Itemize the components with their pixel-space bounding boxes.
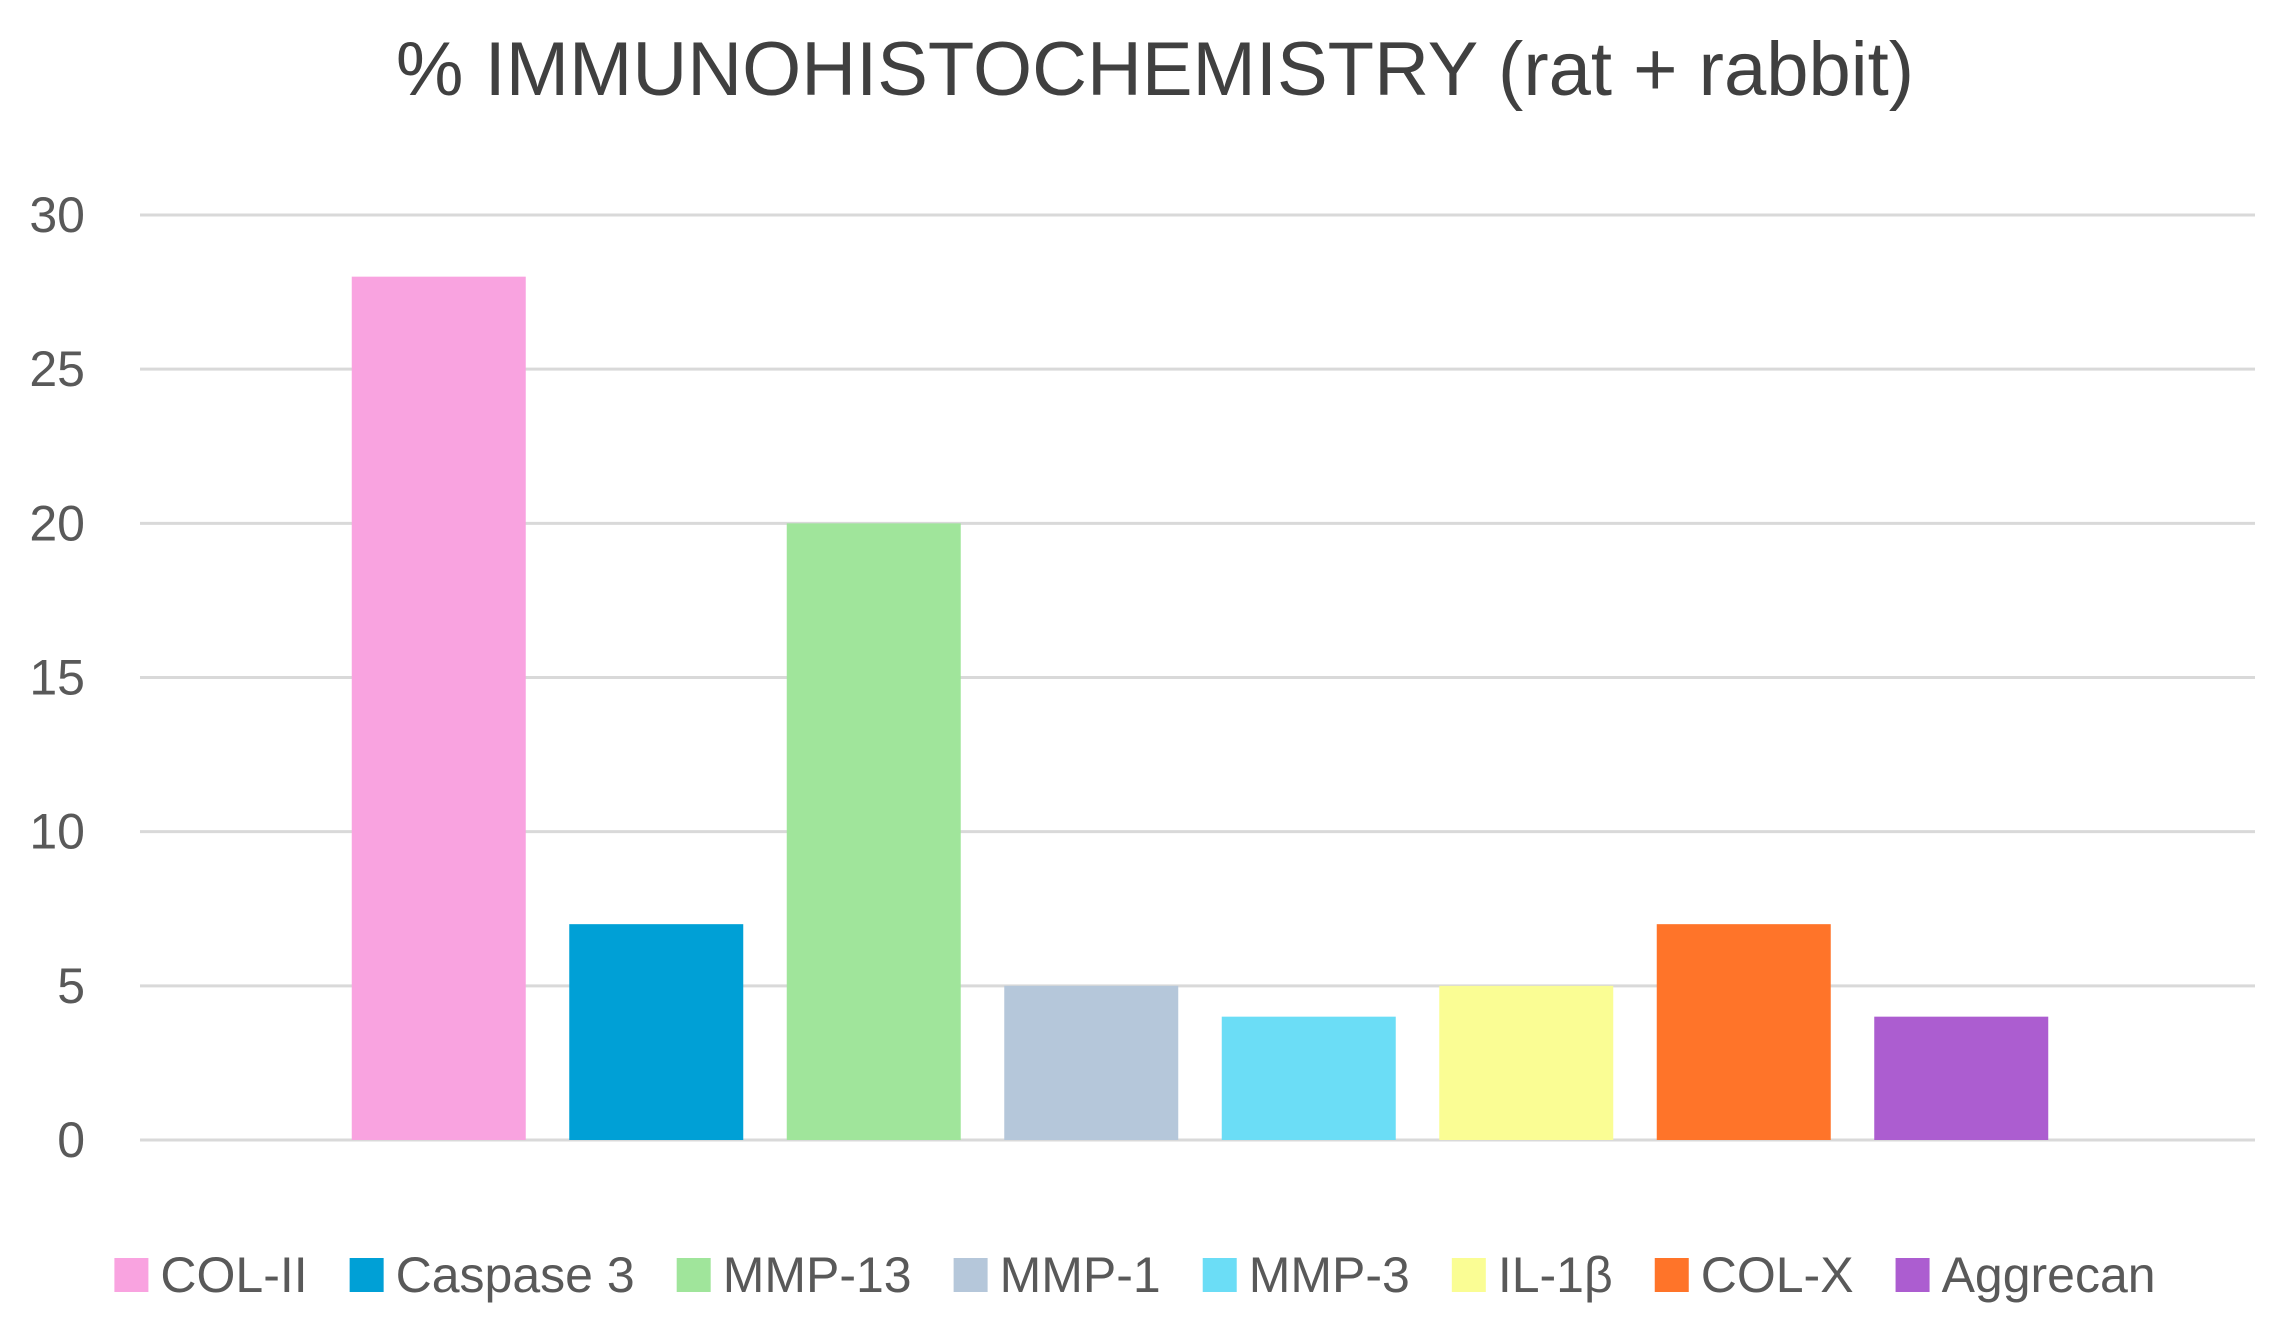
bar-mmp-13 bbox=[786, 523, 961, 1140]
bar-col-ii bbox=[351, 276, 526, 1141]
legend-swatch bbox=[114, 1258, 149, 1292]
y-tick-label: 30 bbox=[29, 187, 85, 243]
y-tick-label: 20 bbox=[29, 495, 85, 551]
legend-label: Aggrecan bbox=[1942, 1247, 2156, 1303]
legend-label: IL-1β bbox=[1498, 1247, 1613, 1303]
bar-aggrecan bbox=[1874, 1016, 2049, 1140]
legend-swatch bbox=[953, 1258, 988, 1292]
bar-il-1- bbox=[1439, 985, 1614, 1140]
chart-title: % IMMUNOHISTOCHEMISTRY (rat + rabbit) bbox=[396, 27, 1914, 112]
y-tick-label: 25 bbox=[29, 341, 85, 397]
legend-swatch bbox=[1202, 1258, 1237, 1292]
legend-label: COL-II bbox=[160, 1247, 307, 1303]
legend-swatch bbox=[1451, 1258, 1486, 1292]
legend-label: Caspase 3 bbox=[396, 1247, 635, 1303]
legend-label: MMP-13 bbox=[723, 1247, 912, 1303]
y-tick-label: 5 bbox=[57, 958, 85, 1014]
bar-col-x bbox=[1656, 924, 1831, 1140]
bars bbox=[351, 276, 2049, 1141]
legend-swatch bbox=[349, 1258, 384, 1292]
legend-label: MMP-1 bbox=[1000, 1247, 1161, 1303]
bar-mmp-1 bbox=[1004, 985, 1179, 1140]
bar-mmp-3 bbox=[1221, 1016, 1396, 1140]
legend-swatch bbox=[676, 1258, 711, 1292]
bar-caspase-3 bbox=[569, 924, 744, 1140]
y-axis-tick-labels: 0 5 10 15 20 25 30 bbox=[29, 187, 85, 1168]
y-tick-label: 0 bbox=[57, 1112, 85, 1168]
legend: COL-II Caspase 3 MMP-13 MMP-1 MMP-3 IL-1β COL-… bbox=[114, 1247, 2156, 1303]
y-tick-label: 15 bbox=[29, 650, 85, 706]
legend-label: COL-X bbox=[1701, 1247, 1854, 1303]
legend-swatch bbox=[1895, 1258, 1930, 1292]
y-tick-label: 10 bbox=[29, 804, 85, 860]
legend-label: MMP-3 bbox=[1249, 1247, 1410, 1303]
legend-swatch bbox=[1654, 1258, 1689, 1292]
